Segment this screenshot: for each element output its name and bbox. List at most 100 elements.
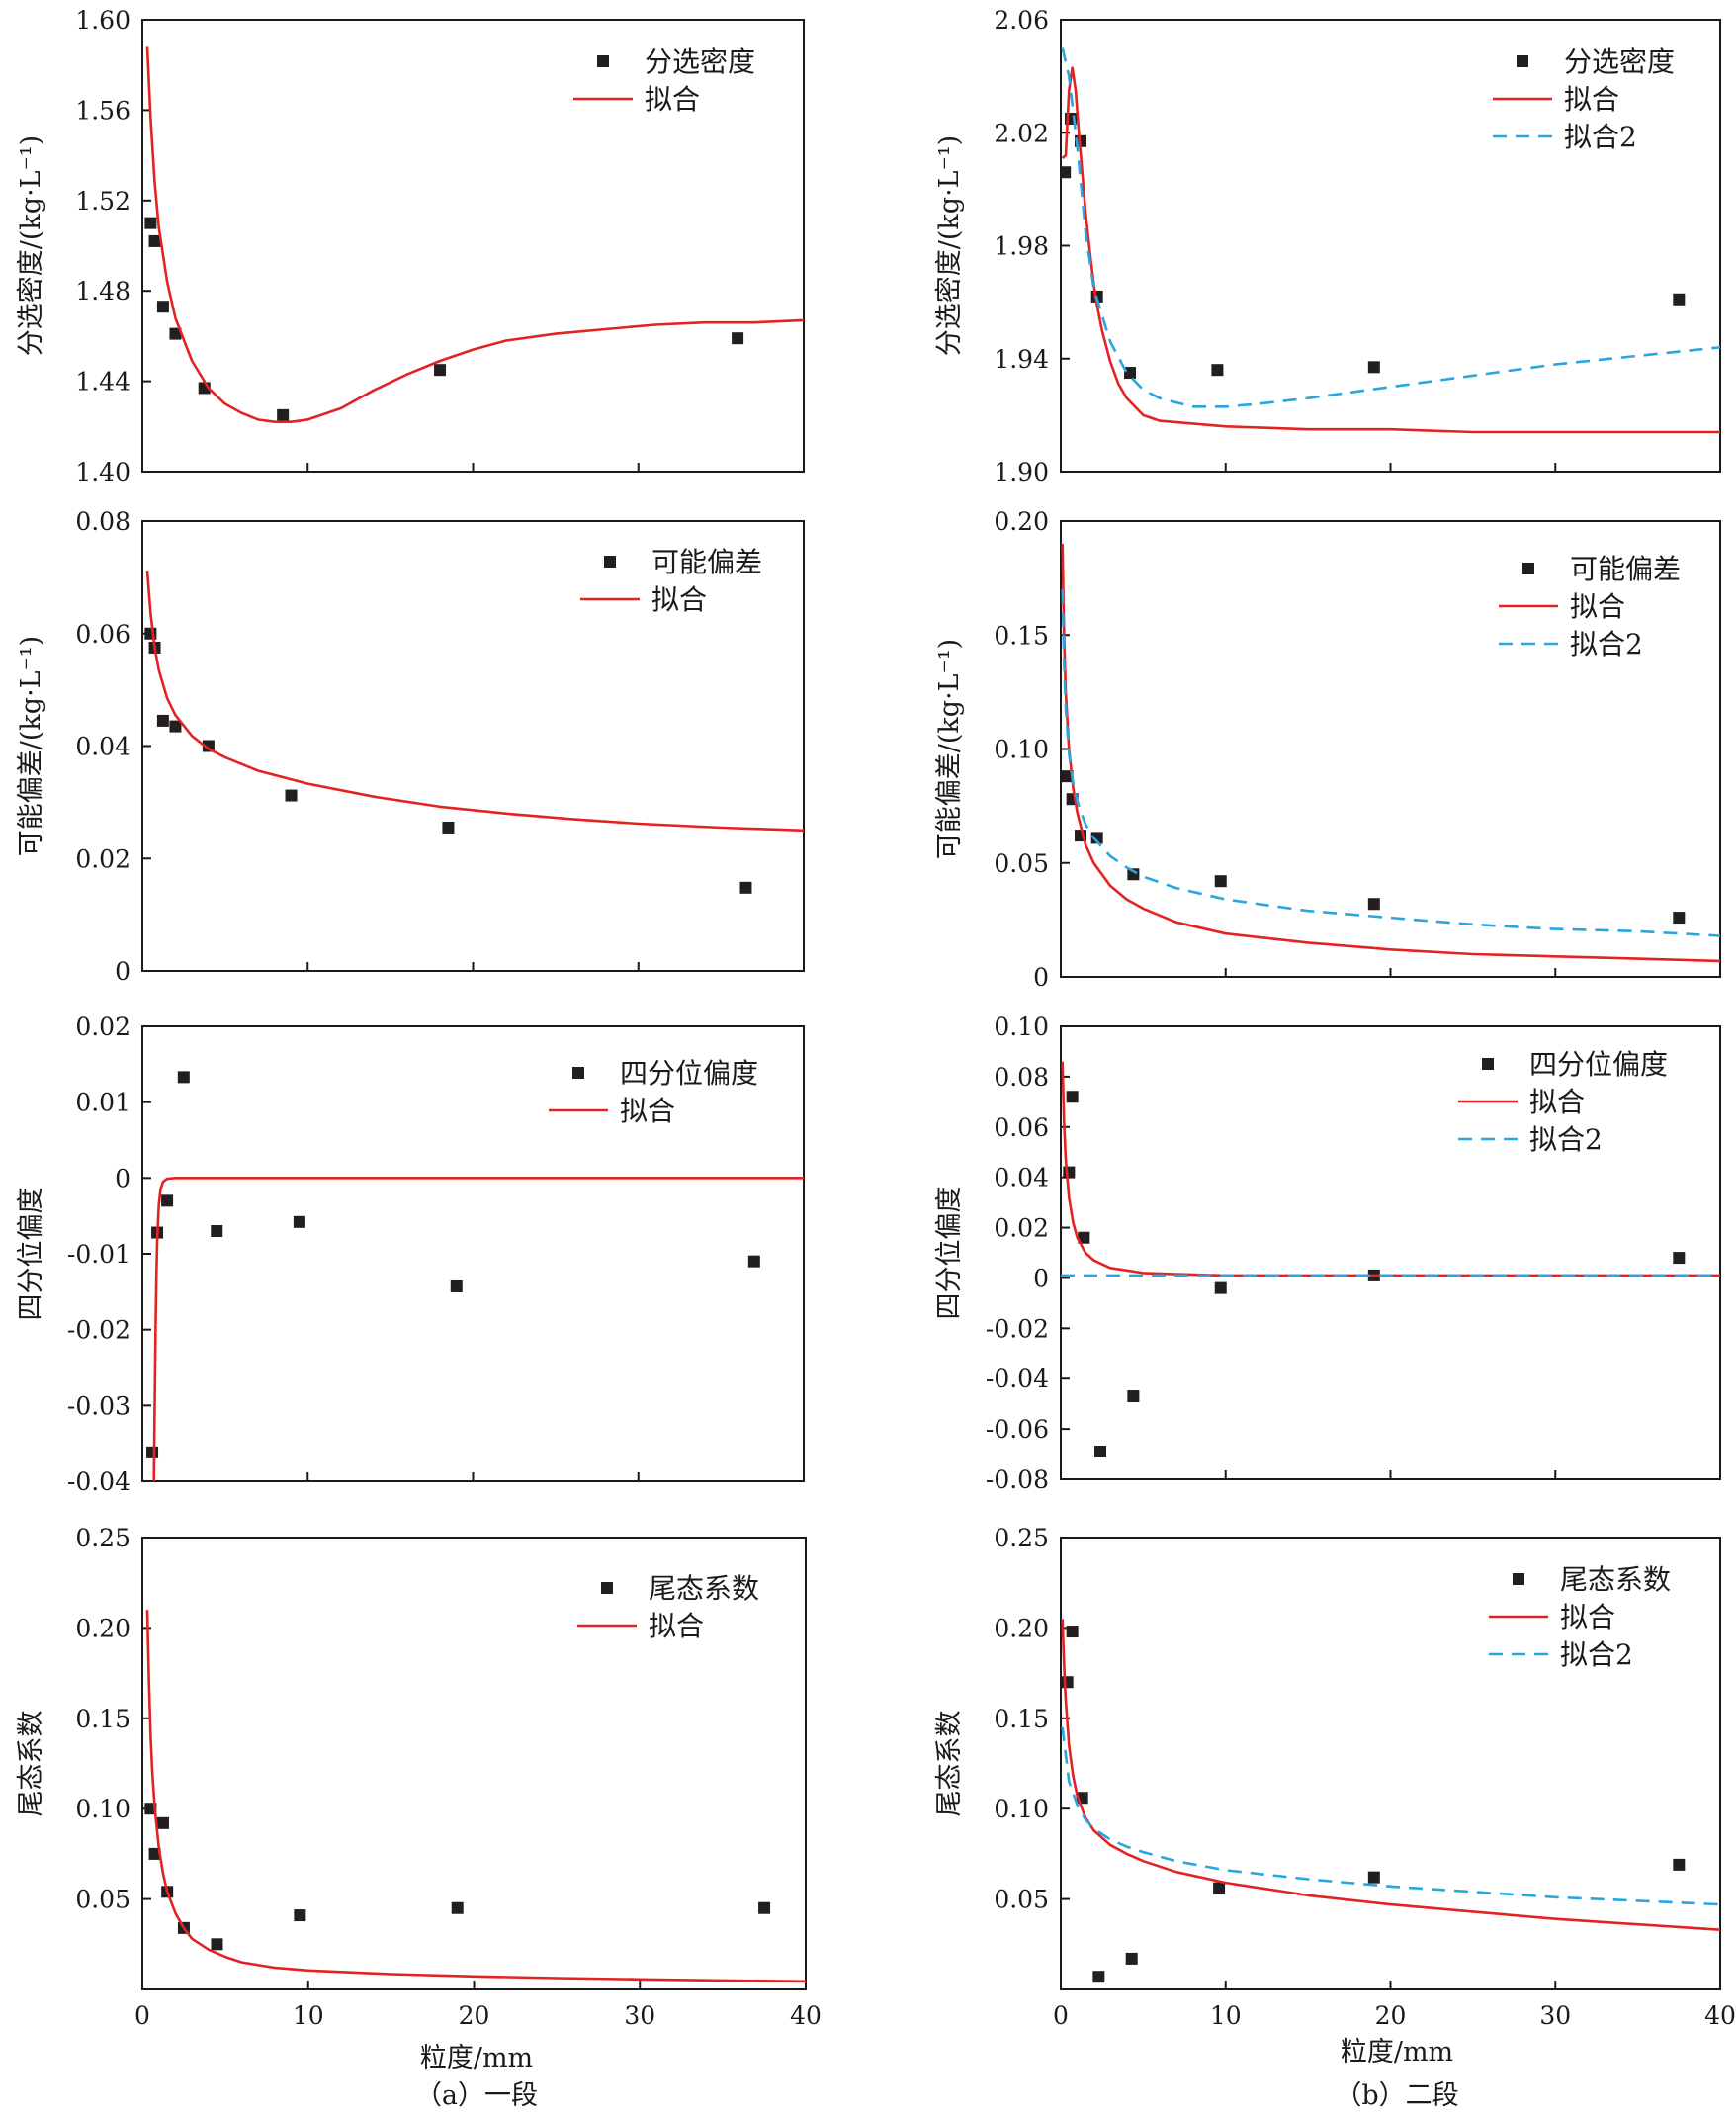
legend-label: 拟合 [1564, 83, 1619, 116]
data-point [1211, 364, 1224, 377]
y-tick-label: 0.20 [994, 1614, 1049, 1642]
y-tick-label: 0 [115, 957, 130, 986]
x-tick-label: 20 [459, 2001, 490, 2030]
y-tick-label: 1.56 [75, 96, 130, 125]
y-tick-label: 0 [1033, 1264, 1049, 1292]
legend-marker [597, 55, 609, 67]
y-tick-label: 0.02 [75, 1013, 130, 1041]
y-tick-label: 0.05 [994, 1886, 1049, 1914]
chart-panel-b4: 0.050.100.150.200.250 10 20 30 40尾态系数尾态系数拟合拟… [934, 1524, 1736, 2030]
data-point [434, 364, 447, 377]
data-point [177, 1071, 190, 1084]
legend-marker [604, 556, 616, 568]
plot-frame [1060, 19, 1721, 473]
plot-area [144, 570, 804, 894]
plot-area [144, 1610, 806, 1983]
y-tick-label: 0.15 [994, 621, 1049, 650]
data-point [169, 720, 182, 733]
y-tick-label: 0.10 [994, 736, 1049, 764]
data-point [156, 1816, 169, 1829]
y-tick-label: -0.02 [67, 1316, 130, 1345]
legend-marker [1522, 563, 1534, 574]
y-tick-label: -0.04 [67, 1467, 130, 1496]
plot-area [146, 1071, 804, 1481]
legend-label: 可能偏差 [1570, 553, 1681, 585]
chart-panels: 1.40 1.44 1.48 1.52 1.56 1.60 分选密度/(kg·L⁻¹) 分选密… [16, 6, 1736, 2030]
y-tick-label: 0.08 [75, 507, 130, 536]
legend-label: 分选密度 [1564, 45, 1675, 78]
data-point [1125, 1952, 1138, 1965]
data-point [739, 881, 752, 894]
y-tick-label: 0.10 [75, 1795, 130, 1823]
data-point [1673, 1858, 1686, 1871]
data-point [1214, 1281, 1227, 1294]
x-tick-label: 40 [1704, 2001, 1736, 2030]
y-tick-label: 0.02 [994, 1214, 1049, 1243]
legend-label: 尾态系数 [1560, 1563, 1671, 1596]
y-tick-label: 1.48 [75, 277, 130, 306]
legend-label: 拟合 [1529, 1086, 1585, 1118]
data-point [1090, 832, 1103, 844]
legend-label: 尾态系数 [649, 1572, 759, 1605]
data-point [1061, 166, 1072, 179]
y-tick-label: -0.04 [986, 1365, 1049, 1393]
y-tick-label: 1.52 [75, 187, 130, 216]
data-point [277, 408, 290, 421]
y-tick-label: 2.02 [994, 119, 1049, 147]
legend-label: 可能偏差 [651, 546, 762, 578]
legend-label: 分选密度 [645, 45, 755, 78]
y-tick-label: -0.08 [986, 1465, 1049, 1494]
data-point [161, 1194, 174, 1207]
x-tick-label: 0 [1053, 2001, 1069, 2030]
legend-label: 四分位偏度 [1529, 1048, 1668, 1081]
y-tick-label: 0.06 [75, 620, 130, 649]
y-tick-label: 0.06 [994, 1113, 1049, 1142]
legend-label: 拟合 [649, 1610, 704, 1642]
data-point [1078, 1231, 1090, 1244]
y-tick-label: 1.44 [75, 368, 130, 396]
legend-label: 拟合 [620, 1095, 675, 1127]
y-tick-label: 0.04 [75, 733, 130, 761]
legend-marker [1513, 1573, 1524, 1585]
y-axis-title: 四分位偏度 [934, 1187, 965, 1320]
data-point [1367, 1871, 1380, 1884]
fit-line-a4 [145, 1610, 806, 1983]
chart-panel-b1: 1.90 1.94 1.98 2.02 2.06 分选密度/(kg·L⁻¹) 分选密度拟合拟… [934, 6, 1721, 486]
data-point [1061, 1676, 1074, 1689]
plot-area [144, 46, 804, 424]
data-point [148, 234, 161, 247]
data-point [211, 1225, 223, 1237]
y-tick-label: 1.98 [994, 232, 1049, 261]
y-tick-label: 0.10 [994, 1795, 1049, 1823]
data-point [1367, 361, 1380, 374]
x-tick-label: 20 [1375, 2001, 1407, 2030]
plot-frame [1060, 1025, 1721, 1480]
x-tick-label: 40 [790, 2001, 822, 2030]
legend-marker [601, 1582, 613, 1594]
data-point [758, 1901, 771, 1914]
data-point [1066, 1626, 1079, 1638]
x-tick-label: 30 [624, 2001, 655, 2030]
caption-a: （a）一段 [415, 2080, 538, 2111]
y-tick-label: 0.20 [75, 1614, 130, 1642]
x-tick-label: 10 [293, 2001, 324, 2030]
y-tick-label: -0.03 [67, 1391, 130, 1420]
y-tick-label: 1.94 [994, 345, 1049, 374]
fit2-line-b4 [1061, 1726, 1720, 1906]
plot-frame [141, 1537, 807, 1990]
data-point [442, 821, 455, 834]
data-point [1673, 912, 1686, 925]
y-tick-label: 0.10 [994, 1013, 1049, 1041]
plot-frame [141, 19, 805, 473]
plot-frame [1060, 1537, 1721, 1990]
data-point [1673, 1252, 1686, 1265]
data-point [1094, 1446, 1107, 1458]
legend-marker [1482, 1058, 1494, 1070]
legend-label: 拟合 [645, 83, 700, 116]
y-axis-title: 尾态系数 [16, 1711, 46, 1817]
legend-marker [572, 1067, 584, 1079]
caption-b: （b）二段 [1335, 2080, 1458, 2111]
data-point [156, 301, 169, 313]
